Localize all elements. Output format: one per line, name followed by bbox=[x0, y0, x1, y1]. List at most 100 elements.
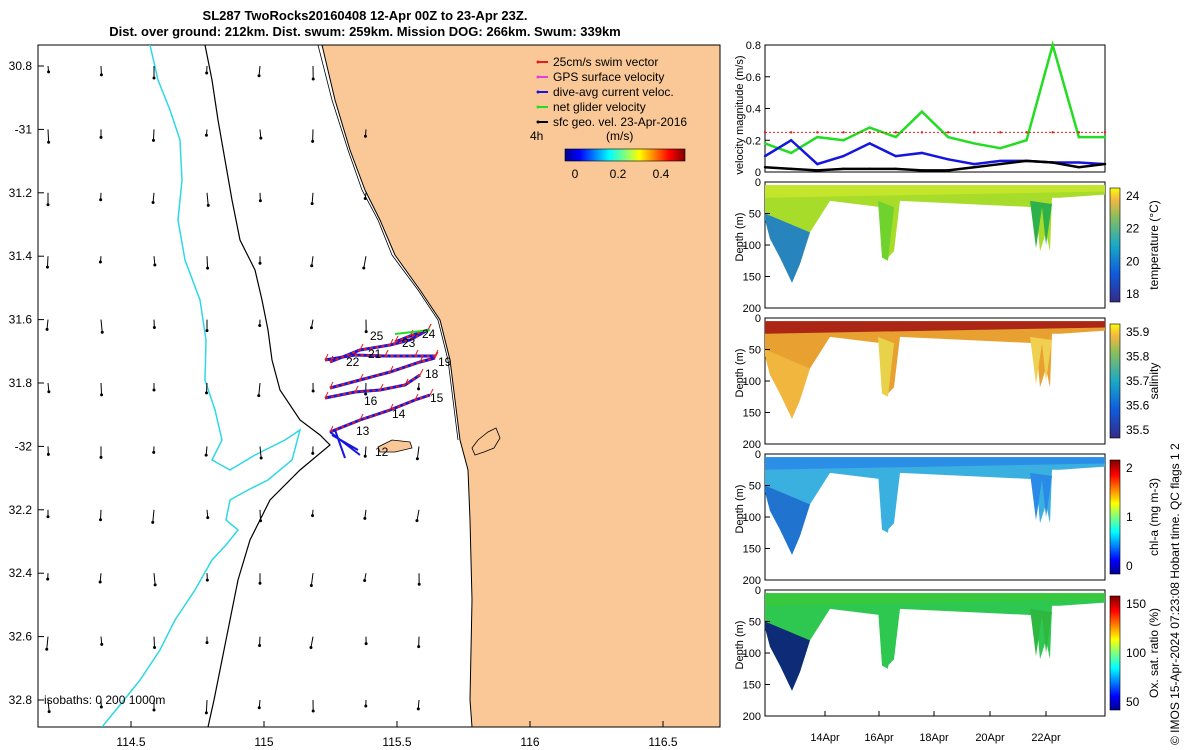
section-ytick-label: 50 bbox=[749, 481, 761, 493]
sfc-vel-arrowhead bbox=[363, 196, 367, 200]
sfc-vel-arrow bbox=[311, 192, 314, 204]
sfc-vel-arrowhead bbox=[258, 261, 262, 265]
section-ylabel: Depth (m) bbox=[734, 213, 746, 262]
colorbar-label: temperature (°C) bbox=[1147, 200, 1161, 290]
cbar-tick-1: 0.2 bbox=[610, 167, 627, 181]
velocity-point bbox=[946, 135, 950, 139]
sfc-vel-arrowhead bbox=[99, 518, 103, 522]
section-xtick-label: 22Apr bbox=[1031, 732, 1061, 744]
swim-vector bbox=[419, 368, 424, 376]
day-label: 14 bbox=[392, 407, 406, 421]
velocity-point bbox=[894, 135, 897, 139]
velocity-point bbox=[920, 110, 924, 113]
map-ytick-label: 31.2 bbox=[9, 186, 33, 200]
day-label: 12 bbox=[375, 445, 389, 459]
sfc-vel-arrowhead bbox=[310, 264, 314, 268]
sfc-vel-arrow bbox=[153, 573, 156, 585]
colorbar-tick-label: 1 bbox=[1126, 510, 1133, 524]
section-ylabel: Depth (m) bbox=[734, 621, 746, 670]
isobaths-label: isobaths: 0 200 1000m bbox=[44, 693, 165, 707]
sfc-vel-arrowhead bbox=[45, 327, 49, 331]
swim-vector bbox=[434, 351, 439, 359]
isobath-0m-coast bbox=[317, 45, 459, 441]
sfc-vel-arrow bbox=[258, 382, 261, 396]
section-colorbar bbox=[1109, 187, 1121, 303]
velocity-point bbox=[868, 142, 871, 145]
isobath-1000m bbox=[101, 45, 302, 727]
velocity-point bbox=[894, 154, 897, 158]
sfc-vel-arrowhead bbox=[46, 203, 50, 207]
cbar-tick-0: 0 bbox=[572, 167, 579, 181]
velocity-point bbox=[763, 131, 767, 134]
sfc-vel-arrowhead bbox=[364, 642, 368, 646]
sfc-vel-arrowhead bbox=[100, 642, 104, 646]
section-ytick-label: 150 bbox=[743, 272, 761, 284]
sfc-vel-arrowhead bbox=[309, 584, 313, 588]
sfc-vel-arrowhead bbox=[259, 456, 263, 460]
sfc-vel-arrowhead bbox=[206, 516, 210, 520]
colorbar-tick-label: 22 bbox=[1126, 222, 1140, 236]
imos-credit: © IMOS 15-Apr-2024 07:23:08 Hobart time.… bbox=[1168, 443, 1182, 745]
legend-swatch-head bbox=[536, 75, 540, 79]
velocity-point bbox=[1103, 131, 1107, 134]
map-x-ticks: 114.5 115 115.5 116 116.5 bbox=[116, 721, 678, 749]
swim-vector bbox=[427, 323, 432, 331]
net-velocity-segment bbox=[394, 329, 431, 335]
sfc-vel-arrowhead bbox=[311, 709, 315, 713]
section-xtick-label: 18Apr bbox=[919, 732, 949, 744]
sfc-vel-arrow bbox=[46, 636, 49, 650]
velocity-point bbox=[1025, 139, 1028, 142]
swim-vector bbox=[394, 335, 399, 343]
sfc-vel-arrow bbox=[206, 192, 209, 206]
sfc-vel-arrowhead bbox=[362, 266, 366, 270]
legend-entry: GPS surface velocity bbox=[553, 70, 664, 84]
section-ytick-label: 0 bbox=[755, 313, 761, 325]
velocity-point bbox=[842, 131, 845, 134]
velocity-point bbox=[946, 131, 950, 134]
sfc-vel-arrowhead bbox=[258, 324, 262, 328]
map-xtick-label: 114.5 bbox=[116, 735, 145, 749]
sfc-vel-arrow bbox=[46, 319, 49, 330]
swim-vector bbox=[329, 355, 334, 363]
sfc-vel-arrow bbox=[205, 699, 208, 713]
sfc-vel-arrowhead bbox=[311, 139, 315, 143]
day-label: 25 bbox=[370, 329, 384, 343]
sfc-vel-arrow bbox=[311, 256, 314, 266]
glider-track bbox=[324, 323, 439, 459]
sfc-vel-arrowhead bbox=[364, 704, 368, 708]
isobath-200m bbox=[204, 45, 331, 727]
swim-vector bbox=[329, 425, 334, 433]
section-dive-profile bbox=[1030, 472, 1052, 521]
map-xtick-label: 116 bbox=[520, 735, 539, 749]
day-label: 24 bbox=[422, 327, 436, 341]
sfc-vel-arrowhead bbox=[99, 198, 103, 202]
velocity-point bbox=[920, 169, 924, 172]
section-dive-profile bbox=[878, 200, 894, 261]
plot-title: SL287 TwoRocks20160408 12-Apr 00Z to 23-… bbox=[0, 8, 730, 40]
sfc-vel-arrowhead bbox=[152, 708, 156, 712]
depth-section-0: 0 50 100 150 200 Depth (m) 24 22 20 18 temperature… bbox=[734, 177, 1161, 315]
sfc-vel-arrowhead bbox=[45, 265, 49, 269]
map-xtick-label: 115.5 bbox=[382, 735, 411, 749]
velocity-point bbox=[789, 139, 793, 142]
cbar-tick-2: 0.4 bbox=[653, 167, 670, 181]
section-dive-profile bbox=[878, 336, 894, 397]
section-ytick-label: 150 bbox=[743, 680, 761, 692]
swim-vector bbox=[414, 349, 419, 357]
map-ytick-label: 31.8 bbox=[9, 376, 33, 390]
velocity-point bbox=[999, 131, 1002, 134]
title-line-1: SL287 TwoRocks20160408 12-Apr 00Z to 23-… bbox=[202, 8, 528, 23]
sfc-vel-arrowhead bbox=[46, 577, 50, 581]
section-surface-layer bbox=[765, 593, 1105, 606]
velocity-series-line bbox=[764, 40, 1105, 155]
colorbar-tick-label: 50 bbox=[1126, 695, 1140, 709]
sfc-vel-arrowhead bbox=[417, 582, 421, 586]
map-ytick-label: 32.6 bbox=[9, 630, 33, 644]
sfc-vel-arrowhead bbox=[204, 711, 208, 715]
velocity-point bbox=[999, 162, 1002, 166]
velocity-point bbox=[1103, 162, 1107, 166]
velocity-point bbox=[1051, 43, 1054, 47]
sfc-vel-arrow bbox=[363, 256, 367, 269]
